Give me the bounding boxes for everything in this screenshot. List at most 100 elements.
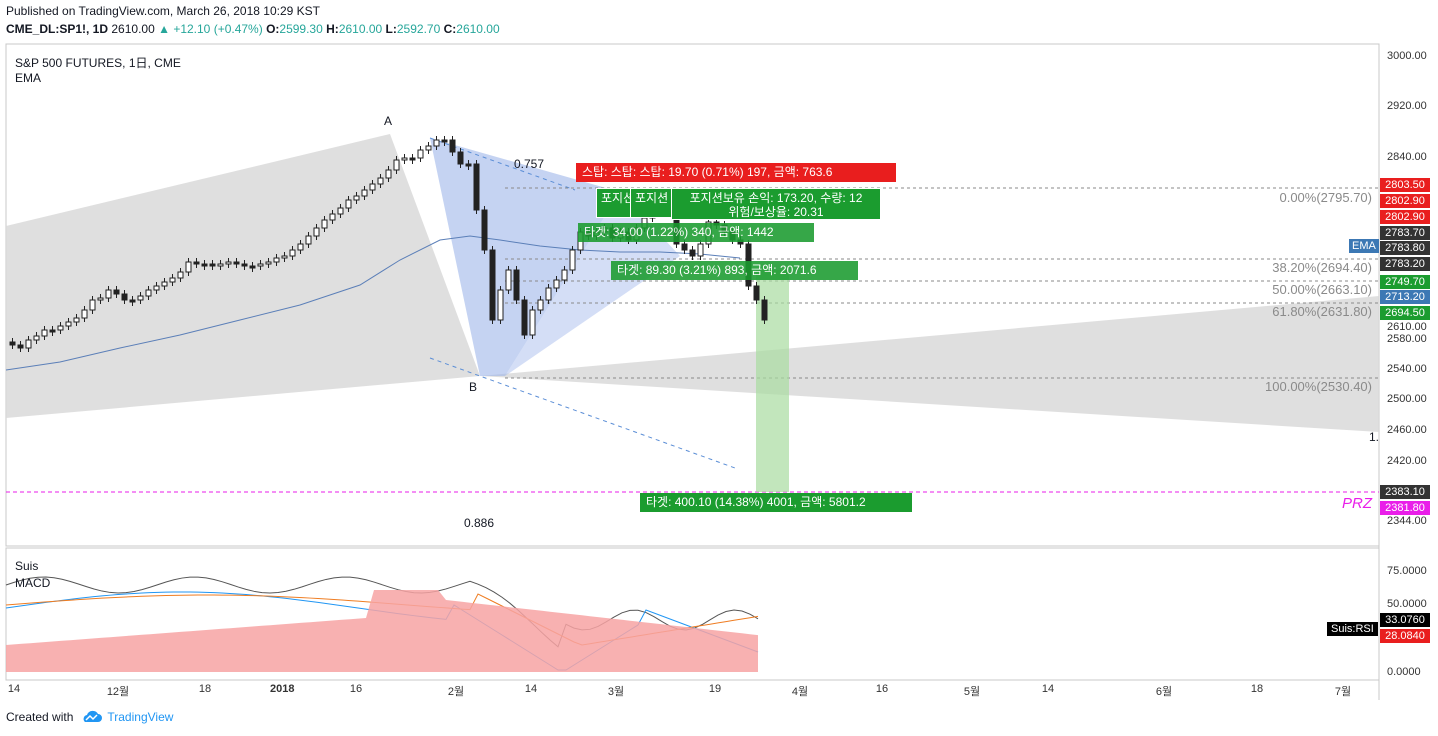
candle-body [81, 309, 88, 319]
candle-body [465, 163, 472, 167]
candle-body [401, 157, 408, 161]
candle-body [329, 213, 336, 221]
candle-body [505, 269, 512, 291]
time-tick-label: 4월 [791, 686, 809, 698]
close-value: 2610.00 [456, 22, 500, 36]
candle-body [185, 261, 192, 273]
candle-body [417, 149, 424, 159]
time-tick-label: 7월 [1334, 686, 1352, 698]
point-a-label: A [384, 114, 393, 128]
high-value: 2610.00 [338, 22, 383, 36]
candle-body [161, 281, 168, 287]
cloud-icon [83, 710, 103, 722]
time-tick-label: 14 [1041, 683, 1055, 695]
candle-body [409, 157, 416, 161]
price-tick-label: 2344.00 [1387, 515, 1427, 527]
price-tick-label: 2540.00 [1387, 363, 1427, 375]
fib-level-label: 50.00%(2663.10) [1272, 282, 1372, 297]
candle-body [177, 271, 184, 279]
candle-body [377, 177, 384, 185]
symbol-bar: CME_DL:SP1!, 1D 2610.00 ▲ +12.10 (+0.47%… [6, 22, 500, 36]
osc-tag: Suis:RSI [1327, 622, 1378, 636]
position-label-2[interactable]: 포지션 [630, 188, 675, 218]
candle-body [193, 261, 200, 265]
target-zone[interactable] [756, 270, 789, 492]
stop-label[interactable]: 스탑: 스탑: 스탑: 19.70 (0.71%) 197, 금액: 763.6 [576, 163, 896, 182]
candle-body [265, 261, 272, 265]
symbol-name[interactable]: CME_DL:SP1!, 1D [6, 22, 109, 36]
time-tick-label: 6월 [1155, 686, 1173, 698]
candlestick-series[interactable] [9, 136, 768, 352]
candle-body [225, 261, 232, 265]
candle-body [441, 139, 448, 143]
candle-body [513, 269, 520, 301]
footer-brand: TradingView [107, 710, 174, 724]
price-tick-label: 2420.00 [1387, 455, 1427, 467]
candle-body [521, 299, 528, 336]
candle-body [273, 257, 280, 263]
position-label-1[interactable]: 포지션 [596, 188, 636, 218]
sub-legend-indicator2[interactable]: MACD [15, 576, 51, 590]
target-label-2[interactable]: 타겟: 89.30 (3.21%) 893, 금액: 2071.6 [611, 261, 858, 280]
main-legend-indicator[interactable]: EMA [15, 71, 42, 85]
time-tick-label: 14 [524, 683, 538, 695]
candle-body [761, 299, 768, 321]
candle-body [321, 219, 328, 229]
osc-tick-label: 0.0000 [1387, 666, 1421, 678]
price-tick-label: 2460.00 [1387, 424, 1427, 436]
candle-body [41, 329, 48, 337]
candle-body [169, 277, 176, 283]
sub-legend-indicator1[interactable]: Suis [15, 559, 39, 573]
time-tick-label: 14 [7, 683, 21, 695]
price-badge: 2803.50 [1380, 178, 1430, 192]
price-tick-label: 2610.00 [1387, 321, 1427, 333]
candle-body [9, 341, 16, 346]
price-tick-label: 3000.00 [1387, 50, 1427, 62]
price-badge: 2783.80 [1380, 241, 1430, 255]
candle-body [697, 243, 704, 257]
price-tick-label: 2580.00 [1387, 333, 1427, 345]
ema-tag: EMA [1349, 239, 1379, 253]
bcd-triangle[interactable] [480, 296, 1379, 432]
candle-body [369, 183, 376, 191]
last-price: 2610.00 [111, 22, 155, 36]
candle-body [129, 299, 136, 303]
candle-body [489, 249, 496, 321]
fib-level-label: 100.00%(2530.40) [1265, 379, 1372, 394]
point-b-label: B [469, 380, 478, 394]
close-label: C: [443, 22, 457, 36]
candle-body [25, 339, 32, 349]
price-tick-label: 2920.00 [1387, 100, 1427, 112]
candle-body [433, 139, 440, 147]
target-label-1[interactable]: 타겟: 34.00 (1.22%) 340, 금액: 1442 [578, 223, 814, 242]
tradingview-logo[interactable]: TradingView [79, 710, 173, 724]
projection-line-2 [429, 357, 736, 469]
time-tick-label: 16 [875, 683, 889, 695]
position-pnl-line1: 포지션보유 손익: 173.20, 수량: 12 [689, 191, 863, 205]
position-pnl-label[interactable]: 포지션보유 손익: 173.20, 수량: 12 위험/보상율: 20.31 [671, 188, 881, 220]
candle-body [353, 195, 360, 201]
position-pnl-line2: 위험/보상율: 20.31 [728, 205, 824, 219]
open-label: O: [266, 22, 280, 36]
ema-line [5, 235, 741, 371]
main-legend-title[interactable]: S&P 500 FUTURES, 1日, CME [15, 56, 181, 70]
candle-body [313, 227, 320, 237]
candle-body [65, 321, 72, 327]
price-badge: 2783.70 [1380, 226, 1430, 240]
candle-body [529, 309, 536, 336]
candle-body [393, 159, 400, 171]
candle-body [145, 289, 152, 297]
candle-body [545, 287, 552, 301]
candle-body [121, 293, 128, 301]
candle-body [217, 263, 224, 267]
candle-body [681, 243, 688, 251]
candle-body [209, 263, 216, 267]
candle-body [57, 325, 64, 331]
candle-body [97, 297, 104, 301]
candle-body [89, 299, 96, 311]
price-badge: 2783.20 [1380, 257, 1430, 271]
candle-body [137, 295, 144, 301]
target-label-3[interactable]: 타겟: 400.10 (14.38%) 4001, 금액: 5801.2 [640, 493, 912, 512]
time-tick-label: 19 [708, 683, 722, 695]
